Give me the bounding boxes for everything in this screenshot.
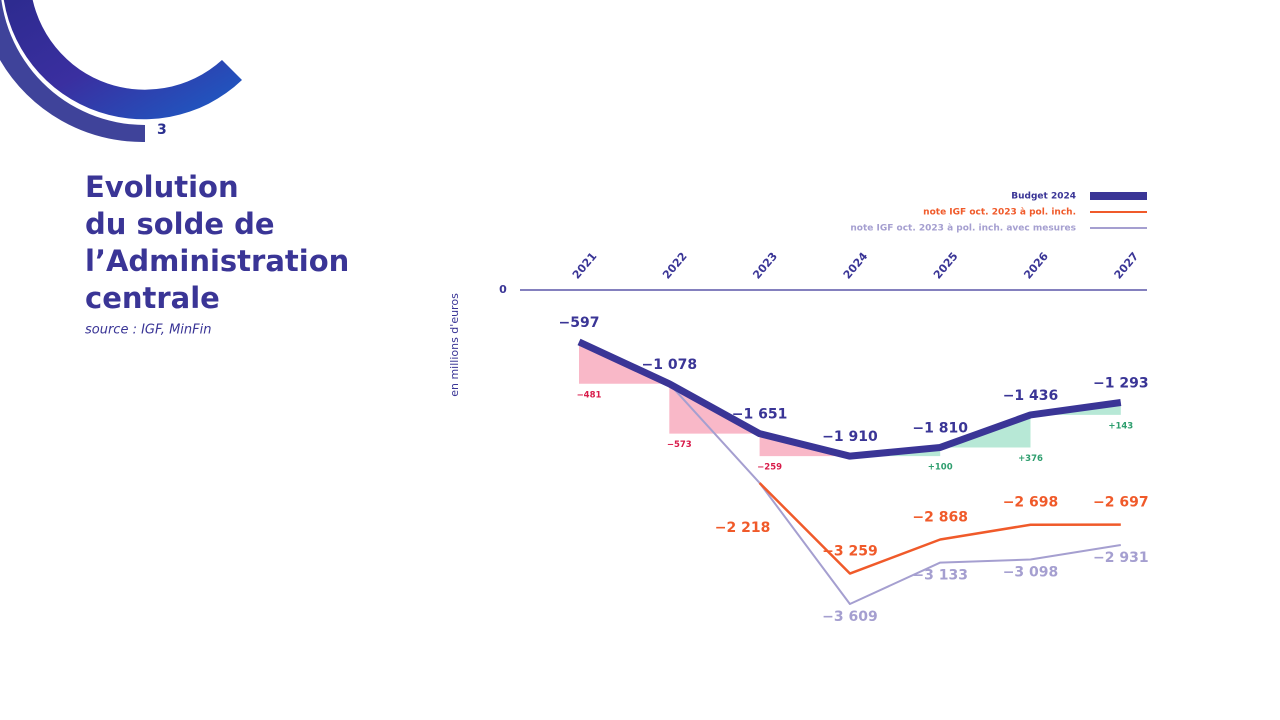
- decor-arc: [3, 0, 242, 120]
- x-tick-label: 2024: [841, 250, 871, 282]
- series-line: [668, 383, 1121, 605]
- series-line: [758, 482, 1121, 575]
- value-label: −3 098: [1003, 565, 1059, 581]
- value-label: −2 698: [1003, 495, 1059, 511]
- value-label: −3 259: [822, 544, 878, 560]
- value-label: −2 868: [912, 510, 968, 526]
- legend-label: note IGF oct. 2023 à pol. inch. avec mes…: [850, 224, 1076, 234]
- title: Evolution: [85, 170, 239, 204]
- value-label: −2 931: [1093, 550, 1149, 566]
- slide-number: 3: [157, 122, 167, 138]
- y-axis-label: en millions d'euros: [448, 293, 461, 397]
- y-tick-label: 0: [499, 283, 507, 296]
- legend-label: Budget 2024: [1011, 192, 1076, 202]
- value-label: −1 293: [1093, 375, 1149, 391]
- x-tick-label: 2025: [931, 250, 961, 282]
- source: source : IGF, MinFin: [85, 323, 211, 338]
- value-label: −2 697: [1093, 495, 1149, 511]
- change-label: −259: [757, 463, 782, 473]
- change-label: +376: [1018, 454, 1043, 464]
- value-label: −1 910: [822, 429, 878, 445]
- x-tick-label: 2022: [660, 250, 690, 282]
- title: l’Administration: [85, 244, 349, 278]
- value-label: −1 436: [1003, 388, 1059, 404]
- series-line: [577, 338, 1122, 460]
- value-label: −3 133: [912, 568, 968, 584]
- value-label: −2 218: [715, 520, 771, 536]
- change-label: +143: [1108, 421, 1133, 431]
- decor-arc: [0, 0, 145, 143]
- change-label: +100: [928, 463, 953, 473]
- title: du solde de: [85, 207, 275, 241]
- value-label: −1 078: [642, 357, 698, 373]
- x-tick-label: 2023: [750, 250, 780, 282]
- x-tick-label: 2026: [1021, 250, 1051, 282]
- title: centrale: [85, 281, 220, 315]
- value-label: −3 609: [822, 609, 878, 625]
- value-label: −597: [559, 315, 600, 331]
- value-label: −1 651: [732, 407, 788, 423]
- legend-label: note IGF oct. 2023 à pol. inch.: [923, 208, 1076, 218]
- x-tick-label: 2021: [570, 250, 600, 282]
- value-label: −1 810: [912, 420, 968, 436]
- x-tick-label: 2027: [1112, 250, 1142, 282]
- change-label: −573: [667, 440, 692, 450]
- change-label: −481: [577, 390, 602, 400]
